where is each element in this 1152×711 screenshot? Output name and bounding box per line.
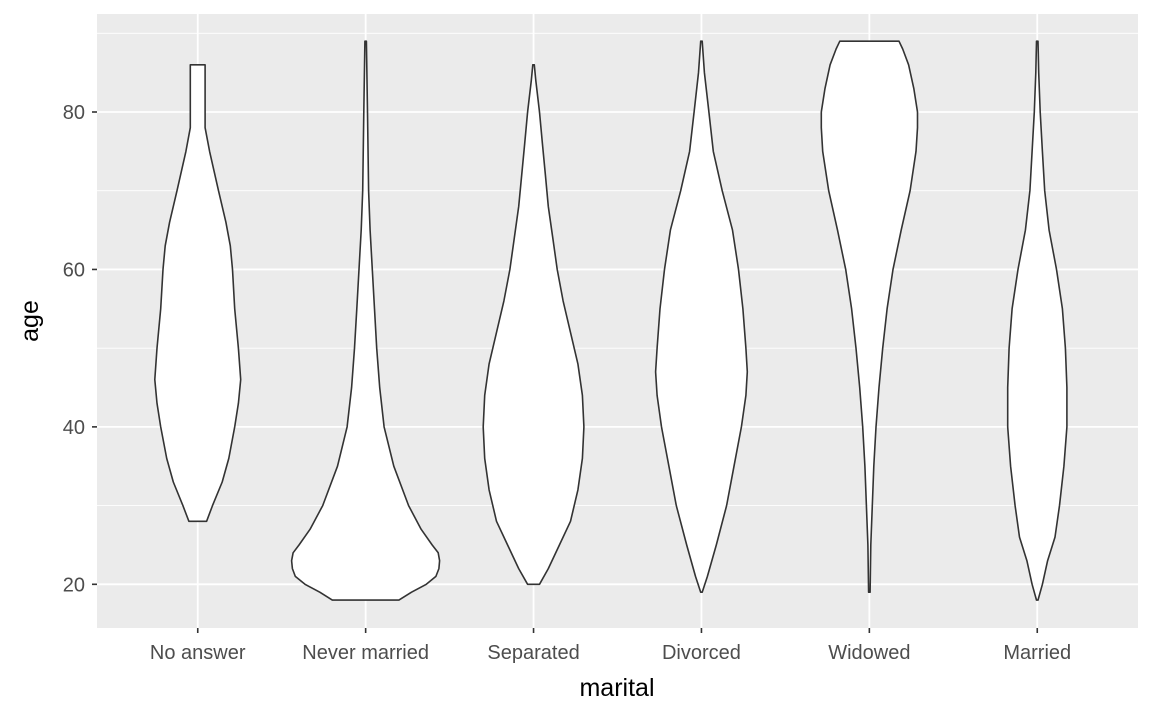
violin-no-answer bbox=[154, 64, 242, 523]
violins bbox=[154, 40, 1068, 601]
x-axis: No answer Never married Separated Divorced W… bbox=[150, 628, 1071, 664]
violin-married bbox=[1006, 40, 1068, 601]
x-tick-label: Widowed bbox=[828, 642, 910, 664]
y-axis-title: age bbox=[16, 300, 44, 342]
y-tick-label: 20 bbox=[63, 574, 85, 596]
violin-separated bbox=[482, 64, 585, 586]
plot-panel-background bbox=[97, 14, 1138, 628]
x-axis-title: marital bbox=[579, 674, 654, 702]
x-tick-label: Married bbox=[1003, 642, 1071, 664]
y-axis: 20 40 60 80 bbox=[63, 102, 97, 596]
violin-widowed bbox=[820, 40, 919, 593]
y-tick-label: 60 bbox=[63, 259, 85, 281]
violin-divorced bbox=[654, 40, 749, 593]
y-tick-label: 80 bbox=[63, 102, 85, 124]
y-tick-label: 40 bbox=[63, 417, 85, 439]
x-tick-label: Separated bbox=[487, 642, 579, 664]
x-tick-label: Divorced bbox=[662, 642, 741, 664]
x-tick-label: No answer bbox=[150, 642, 246, 664]
violin-never-married bbox=[290, 40, 441, 601]
x-tick-label: Never married bbox=[302, 642, 429, 664]
